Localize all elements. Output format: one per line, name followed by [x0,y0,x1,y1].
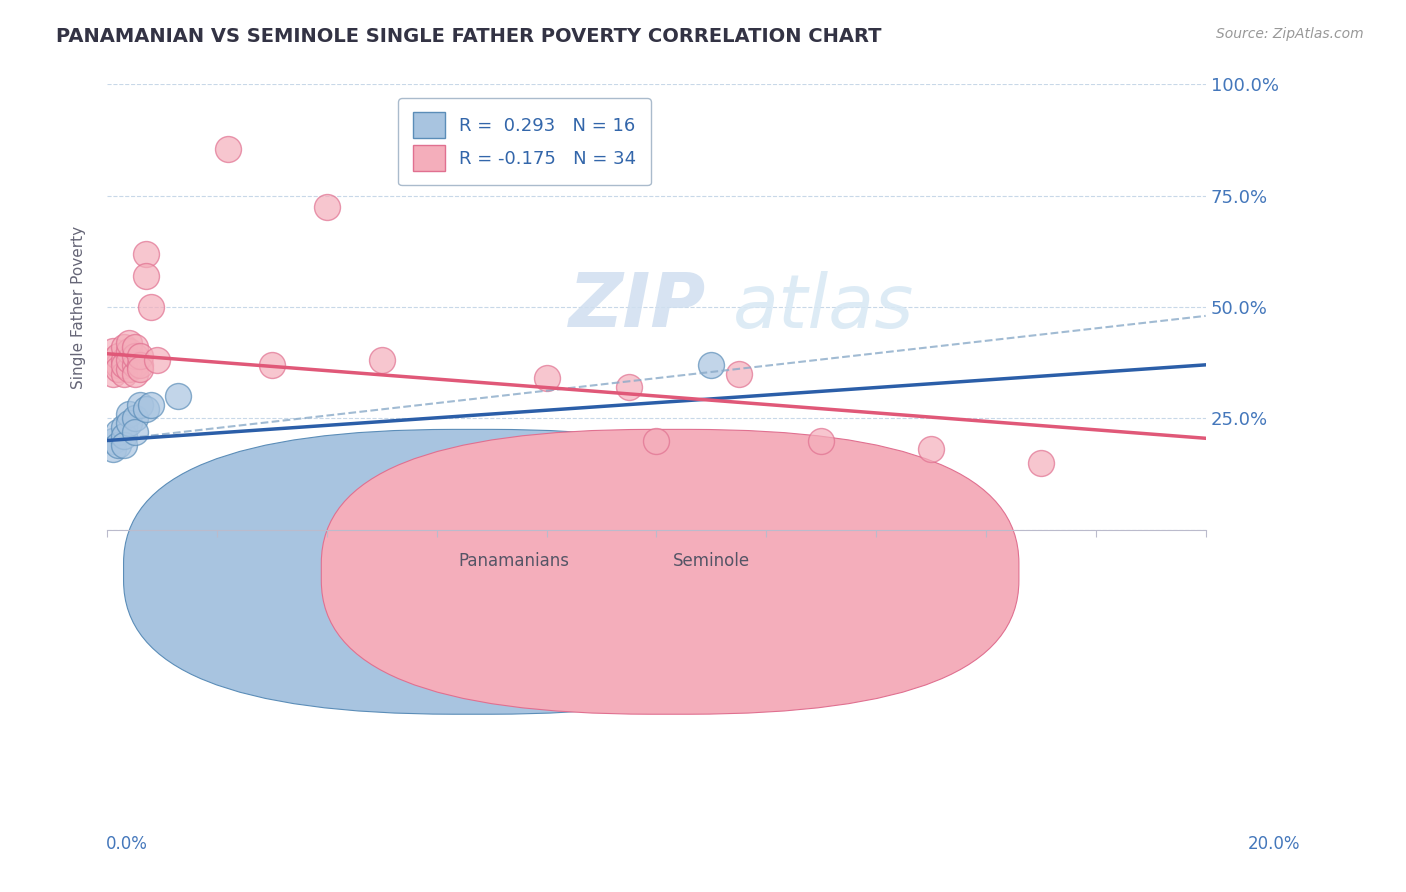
Point [129,349,152,363]
Point [167,389,190,403]
Point [135,268,157,283]
Point [101,434,124,448]
Point [107,438,129,452]
Text: 20.0%: 20.0% [1249,835,1301,853]
Point [727,367,749,381]
Point [124,358,146,372]
Point [101,442,124,457]
Point [315,200,337,214]
Text: 0.0%: 0.0% [105,835,148,853]
Point [124,367,146,381]
Point [810,434,832,448]
Point [107,358,129,372]
Point [118,344,141,359]
Point [107,425,129,439]
Point [124,425,146,439]
Point [1029,456,1052,470]
Point [135,246,157,260]
Point [124,349,146,363]
Point [118,362,141,376]
Legend: R =  0.293   N = 16, R = -0.175   N = 34: R = 0.293 N = 16, R = -0.175 N = 34 [398,98,651,186]
Point [112,353,135,368]
Point [645,434,668,448]
Point [536,371,558,385]
Point [112,358,135,372]
Point [107,362,129,376]
Text: ZIP: ZIP [568,270,706,343]
Point [129,398,152,412]
Point [139,398,162,412]
Point [370,353,392,368]
Point [135,402,157,417]
Point [124,340,146,354]
Point [700,358,723,372]
Point [118,353,141,368]
Point [920,442,942,457]
Point [107,349,129,363]
Point [139,300,162,314]
Point [124,411,146,425]
Point [101,353,124,368]
Point [617,380,640,394]
FancyBboxPatch shape [124,429,821,714]
Point [217,142,239,156]
Text: Seminole: Seminole [672,551,749,570]
Text: Source: ZipAtlas.com: Source: ZipAtlas.com [1216,27,1364,41]
Point [118,407,141,421]
Point [129,358,152,372]
Y-axis label: Single Father Poverty: Single Father Poverty [72,226,86,389]
Point [129,362,152,376]
Text: atlas: atlas [734,271,915,343]
Point [145,353,167,368]
Point [260,358,283,372]
Text: PANAMANIAN VS SEMINOLE SINGLE FATHER POVERTY CORRELATION CHART: PANAMANIAN VS SEMINOLE SINGLE FATHER POV… [56,27,882,45]
FancyBboxPatch shape [322,429,1019,714]
Point [101,344,124,359]
Point [112,420,135,434]
Point [112,438,135,452]
Point [118,335,141,350]
Point [101,367,124,381]
Text: Panamanians: Panamanians [458,551,569,570]
Point [112,429,135,443]
Point [118,416,141,430]
Point [112,367,135,381]
Point [112,340,135,354]
